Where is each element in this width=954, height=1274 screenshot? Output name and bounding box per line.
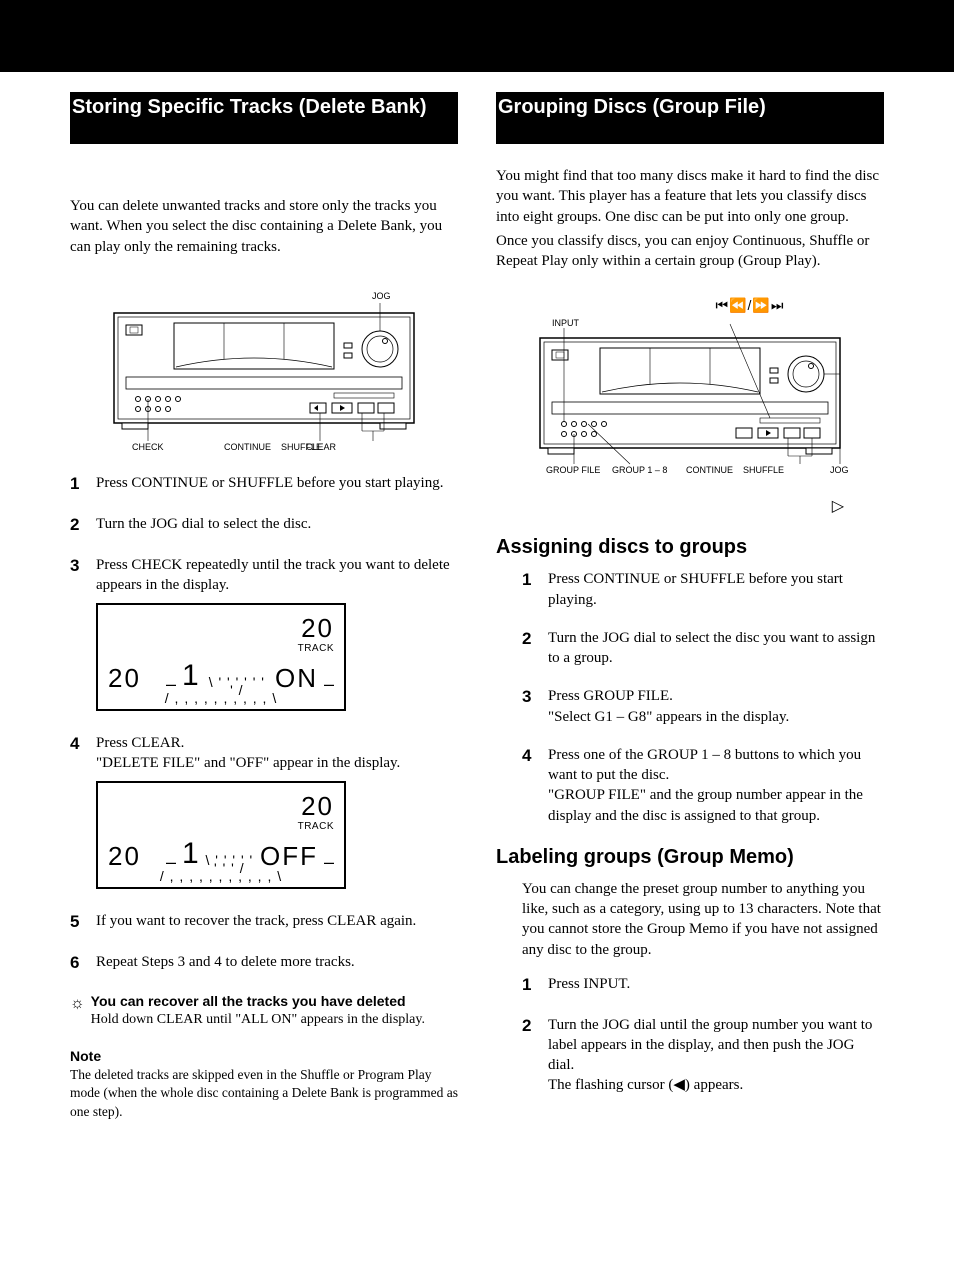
tip-body: Hold down CLEAR until "ALL ON" appears i… [91,1011,425,1030]
svg-text:JOG: JOG [830,465,849,475]
lcd-dash: – [324,672,334,696]
right-column: Grouping Discs (Group File) You might fi… [496,92,884,1121]
lcd-sub-label: TRACK [108,642,334,656]
svg-text:CHECK: CHECK [132,442,164,452]
left-steps: 1 Press CONTINUE or SHUFFLE before you s… [70,473,458,975]
page-content: Storing Specific Tracks (Delete Bank) Yo… [0,92,954,1161]
device-diagram-left: CHECK CLEAR CONTINUE SHUFFLE JOG [104,283,424,453]
lcd-display-on: 20 TRACK 20 – 1 \ ' ' ' ' ' ' ' / ON – [96,603,346,710]
right-title-bar: Grouping Discs (Group File) [496,92,884,144]
step-text: Press CLEAR. [96,733,458,753]
sub2-body: You can change the preset group number t… [522,879,884,960]
step-text: Turn the JOG dial to select the disc you… [548,628,884,669]
step-text: "DELETE FILE" and "OFF" appear in the di… [96,753,458,773]
left-title-bar: Storing Specific Tracks (Delete Bank) [70,92,458,144]
step-number: 2 [522,628,548,669]
tip-title: You can recover all the tracks you have … [91,992,425,1011]
lcd-disc: 20 [108,839,160,874]
svg-text:GROUP FILE: GROUP FILE [546,465,600,475]
note-body: The deleted tracks are skipped even in t… [70,1066,458,1121]
right-title-text: Grouping Discs (Group File) [498,96,766,119]
step-text: Press GROUP FILE. [548,686,884,706]
svg-text:JOG: JOG [372,291,391,301]
svg-text:GROUP 1 – 8: GROUP 1 – 8 [612,465,667,475]
lcd-dash: – [324,850,334,874]
step-text: Press CONTINUE or SHUFFLE before you sta… [548,569,884,610]
step-number: 1 [522,974,548,997]
left-title-text: Storing Specific Tracks (Delete Bank) [72,96,427,119]
step-text: Repeat Steps 3 and 4 to delete more trac… [96,952,458,975]
device-diagram-right: INPUT GROUP FILE GROUP 1 – 8 CONTINUE SH… [530,316,850,476]
subhead-assign: Assigning discs to groups [496,536,884,559]
top-callout-symbols: ⏮⏪/⏩⏭ [616,297,884,314]
lcd-top-value: 20 [108,789,334,824]
svg-text:CONTINUE SHUFFLE: CONTINUE SHUFFLE [224,442,322,452]
step-text: If you want to recover the track, press … [96,911,458,934]
step-text: Turn the JOG dial to select the disc. [96,514,458,537]
top-black-band [0,0,954,72]
step-number: 1 [70,473,96,496]
right-intro-1: You might find that too many discs make … [496,166,884,227]
tip-block: ☼ You can recover all the tracks you hav… [70,992,458,1030]
svg-text:INPUT: INPUT [552,318,580,328]
note-heading: Note [70,1048,458,1064]
lcd-top-value: 20 [108,611,334,646]
step-number: 2 [522,1015,548,1096]
right-steps-1: 1 Press CONTINUE or SHUFFLE before you s… [522,569,884,826]
lcd-display-off: 20 TRACK 20 – 1 \ ' ' ' ' ' ' ' ' / OFF … [96,781,346,888]
step-number: 3 [522,686,548,727]
step-number: 5 [70,911,96,934]
svg-text:CONTINUE SHUFFLE: CONTINUE SHUFFLE [686,465,784,475]
lcd-disc: 20 [108,661,160,696]
step-number: 6 [70,952,96,975]
right-intro-2: Once you classify discs, you can enjoy C… [496,231,884,272]
right-steps-2: 1 Press INPUT. 2 Turn the JOG dial until… [522,974,884,1096]
step-text: Turn the JOG dial until the group number… [548,1015,884,1076]
step-text: Press INPUT. [548,974,884,997]
lcd-state: ON [275,661,318,696]
lcd-sub-label: TRACK [108,820,334,834]
step-number: 1 [522,569,548,610]
lightbulb-icon: ☼ [70,993,85,1030]
left-column: Storing Specific Tracks (Delete Bank) Yo… [70,92,458,1121]
step-text: Press one of the GROUP 1 – 8 buttons to … [548,745,884,786]
play-icon-callout: ▷ [496,496,844,516]
step-text: The flashing cursor (◀) appears. [548,1075,884,1095]
step-number: 2 [70,514,96,537]
subhead-labeling: Labeling groups (Group Memo) [496,846,884,869]
step-number: 3 [70,555,96,715]
step-text: Press CHECK repeatedly until the track y… [96,557,450,593]
step-number: 4 [70,733,96,893]
step-number: 4 [522,745,548,826]
step-text: "GROUP FILE" and the group number appear… [548,785,884,826]
left-intro: You can delete unwanted tracks and store… [70,196,458,257]
step-text: "Select G1 – G8" appears in the display. [548,707,884,727]
step-text: Press CONTINUE or SHUFFLE before you sta… [96,473,458,496]
